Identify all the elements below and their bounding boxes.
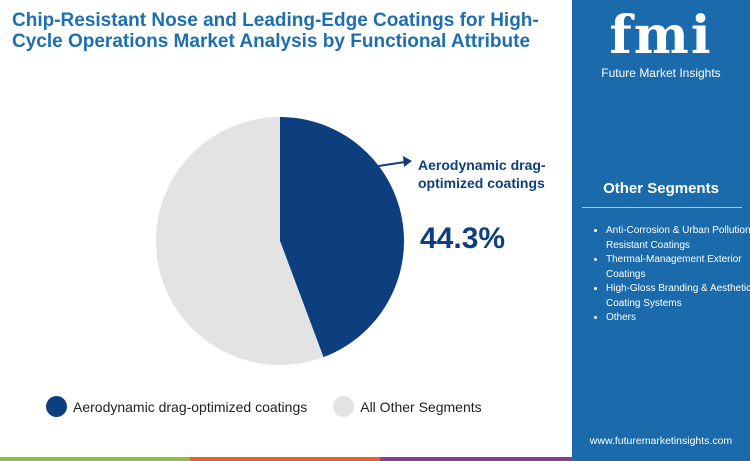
logo-name: Future Market Insights [601,66,721,80]
legend: Aerodynamic drag-optimized coatings All … [46,396,482,417]
footer-bar-orange [190,457,380,461]
other-segments-list: Anti-Corrosion & Urban Pollution-Resista… [586,224,750,326]
fmi-logo: fmi Future Market Insights [572,5,750,81]
other-segments-heading: Other Segments [603,180,719,197]
sidebar: fmi Future Market Insights Other Segment… [572,0,750,461]
logo-mark: fmi [609,5,713,66]
callout-label: Aerodynamic drag-optimized coatings [418,157,546,191]
footer-bar-green [0,457,190,461]
legend-label-aerodynamic: Aerodynamic drag-optimized coatings [73,398,308,415]
footer-bar-purple [380,457,572,461]
list-item: Thermal-Management Exterior Coatings [606,253,750,282]
callout-arrow [364,161,406,169]
pie-slice-0 [280,117,404,358]
list-item: High-Gloss Branding & Aesthetic Coating … [606,282,750,311]
legend-swatch-aerodynamic [46,396,67,417]
legend-label-others: All Other Segments [360,398,482,415]
legend-swatch-others [333,396,355,417]
list-item: Others [606,311,750,326]
list-item: Anti-Corrosion & Urban Pollution-Resista… [606,224,750,253]
callout-value: 44.3% [420,222,506,255]
callout-arrowhead [403,156,412,167]
chart-title: Chip-Resistant Nose and Leading-Edge Coa… [12,10,539,52]
website-link[interactable]: www.futuremarketinsights.com [589,435,733,447]
pie-slice-1 [155,117,324,366]
divider [582,207,742,208]
